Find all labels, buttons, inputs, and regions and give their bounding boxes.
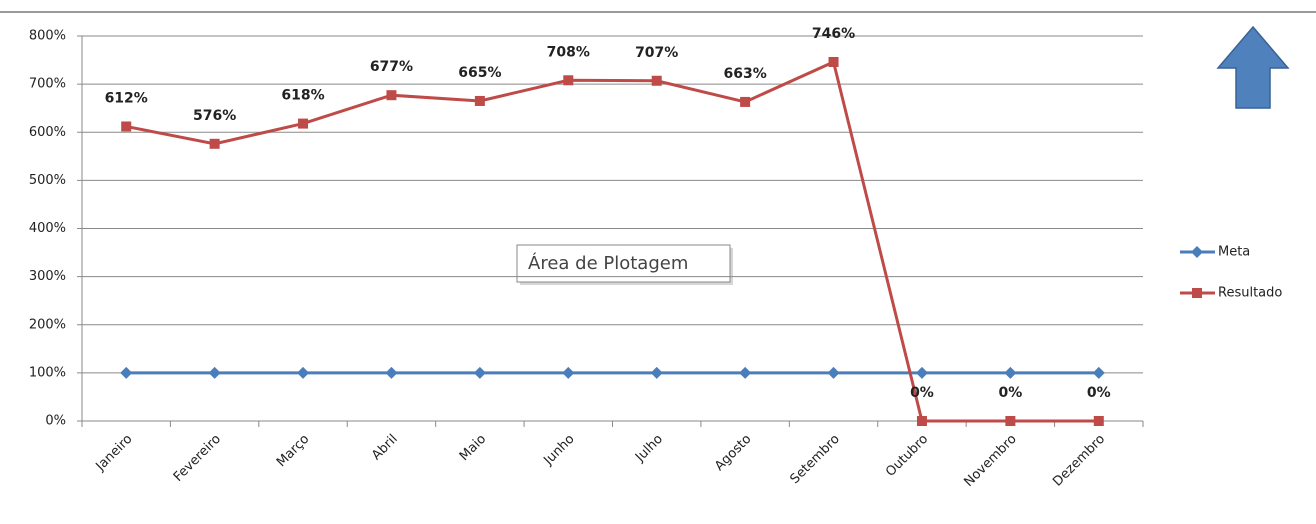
data-point (474, 95, 485, 106)
data-point (385, 366, 398, 379)
y-tick-label: 200% (29, 317, 66, 332)
data-point (1004, 366, 1017, 379)
data-point (1005, 416, 1016, 426)
y-tick-label: 0% (45, 414, 66, 429)
y-tick-label: 600% (29, 125, 66, 140)
x-tick-label: Janeiro (93, 432, 136, 475)
data-label: 0% (1087, 385, 1111, 401)
y-tick-label: 800% (29, 29, 66, 44)
data-point (120, 366, 133, 379)
data-label: 707% (635, 45, 678, 61)
data-label: 0% (910, 385, 934, 401)
legend-marker (1191, 246, 1203, 258)
tooltip: Área de Plotagem (516, 244, 733, 285)
data-point (1093, 416, 1104, 426)
data-point (562, 366, 575, 379)
data-point (208, 366, 221, 379)
y-tick-label: 100% (29, 365, 66, 380)
x-tick-label: Agosto (712, 432, 754, 474)
data-point (386, 90, 397, 101)
series-line (125, 59, 1099, 423)
data-label: 677% (370, 59, 413, 75)
x-tick-label: Outubro (883, 432, 931, 480)
legend-label: Resultado (1218, 286, 1282, 301)
data-point (739, 366, 752, 379)
x-tick-label: Novembro (961, 432, 1019, 490)
x-tick-label: Abril (369, 432, 401, 464)
data-label: 0% (998, 385, 1022, 401)
arrow-icon (1216, 25, 1290, 109)
x-tick-label: Setembro (787, 432, 842, 487)
data-label: 708% (547, 44, 590, 60)
data-label: 576% (193, 108, 236, 124)
x-tick-label: Julho (632, 432, 666, 466)
legend-marker (1192, 288, 1202, 298)
data-label: 663% (723, 66, 766, 82)
y-tick-label: 500% (29, 173, 66, 188)
data-point (827, 366, 840, 379)
legend-label: Meta (1218, 245, 1250, 260)
tooltip-text: Área de Plotagem (528, 252, 688, 274)
data-point (473, 366, 486, 379)
data-point (209, 138, 220, 149)
data-point (650, 366, 663, 379)
data-point (1092, 366, 1105, 379)
data-point (915, 366, 928, 379)
x-tick-label: Maio (457, 432, 489, 464)
data-point (121, 121, 132, 132)
data-point (298, 118, 309, 129)
data-point (828, 56, 839, 67)
x-tick-label: Dezembro (1050, 432, 1108, 490)
x-tick-label: Junho (540, 432, 577, 469)
tooltip-box (516, 244, 731, 283)
y-tick-label: 400% (29, 221, 66, 236)
data-point (916, 416, 927, 426)
y-tick-label: 300% (29, 269, 66, 284)
data-point (740, 96, 751, 107)
x-tick-label: Março (274, 432, 312, 470)
data-label: 612% (105, 90, 148, 106)
data-point (563, 75, 574, 86)
data-label: 618% (281, 88, 324, 104)
y-tick-label: 700% (29, 77, 66, 92)
data-point (651, 75, 662, 86)
data-point (297, 366, 310, 379)
x-tick-label: Fevereiro (171, 432, 224, 485)
data-label: 665% (458, 65, 501, 81)
data-label: 746% (812, 26, 855, 42)
